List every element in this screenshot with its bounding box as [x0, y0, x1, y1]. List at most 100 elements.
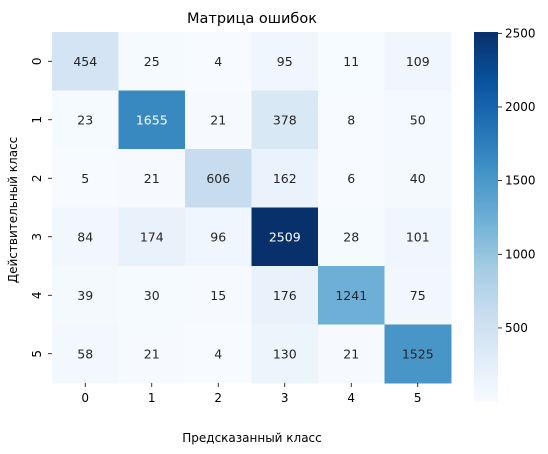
colorbar-tick-label-4: 2500 [505, 26, 536, 40]
cell-value-label-3-5: 101 [406, 229, 430, 244]
colorbar-segment-1 [474, 394, 498, 399]
colorbar-segment-88 [474, 127, 498, 131]
colorbar-segment-87 [474, 130, 498, 135]
y-tick-label-5: 5 [30, 350, 44, 358]
colorbar-segment-9 [474, 370, 498, 374]
heatmap-cell-2-4 [318, 149, 385, 208]
y-tick-label-2: 2 [30, 174, 44, 182]
colorbar-segment-44 [474, 262, 498, 267]
colorbar-segment-92 [474, 115, 498, 119]
colorbar-segment-97 [474, 99, 498, 104]
heatmap-cell-5-5 [384, 324, 452, 384]
colorbar-segment-0 [474, 397, 498, 402]
cell-value-label-4-3: 176 [273, 288, 297, 303]
colorbar-segment-31 [474, 302, 498, 307]
colorbar-segment-10 [474, 367, 498, 371]
heatmap-cell-3-2 [185, 207, 252, 267]
colorbar-segment-70 [474, 182, 498, 187]
colorbar-segment-62 [474, 207, 498, 211]
heatmap-cell-3-3 [251, 207, 319, 267]
colorbar-tick-label-0: 500 [505, 321, 528, 335]
colorbar-segment-77 [474, 161, 498, 165]
cell-value-label-1-4: 8 [347, 112, 355, 127]
x-axis-label: Предсказанный класс [182, 431, 322, 445]
colorbar-segment-51 [474, 241, 498, 245]
colorbar-segment-103 [474, 81, 498, 85]
chart-title: Матрица ошибок [187, 11, 317, 27]
heatmap-cell-0-3 [251, 32, 319, 91]
heatmap-cell-0-2 [185, 32, 252, 91]
colorbar-segment-85 [474, 136, 498, 141]
heatmap-cell-1-5 [384, 90, 452, 150]
cell-value-label-0-3: 95 [277, 54, 293, 69]
x-tick-label-2: 2 [214, 391, 222, 405]
colorbar-segment-45 [474, 259, 498, 264]
colorbar-segment-34 [474, 293, 498, 298]
colorbar-segment-8 [474, 373, 498, 377]
colorbar-segment-5 [474, 382, 498, 387]
heatmap-cell-0-4 [318, 32, 385, 91]
colorbar-segment-6 [474, 379, 498, 384]
colorbar-segment-16 [474, 348, 498, 353]
colorbar-segment-98 [474, 96, 498, 101]
colorbar-segment-12 [474, 361, 498, 365]
colorbar-segment-28 [474, 311, 498, 316]
heatmap-cell-5-3 [251, 324, 319, 384]
colorbar-segment-29 [474, 308, 498, 313]
y-tick-label-1: 1 [30, 116, 44, 124]
colorbar-segment-46 [474, 256, 498, 261]
colorbar-segment-68 [474, 188, 498, 193]
colorbar-segment-49 [474, 247, 498, 251]
colorbar-segment-74 [474, 170, 498, 175]
colorbar-segment-113 [474, 50, 498, 55]
colorbar-segment-107 [474, 68, 498, 73]
colorbar-segment-66 [474, 194, 498, 199]
colorbar-segment-82 [474, 145, 498, 150]
cell-value-label-2-2: 606 [206, 171, 230, 186]
cell-value-label-3-0: 84 [77, 229, 93, 244]
cell-value-label-2-4: 6 [347, 171, 355, 186]
heatmap-cell-2-1 [118, 149, 186, 208]
x-tick-label-5: 5 [414, 391, 422, 405]
heatmap-cell-5-4 [318, 324, 385, 384]
y-tick-label-0: 0 [30, 57, 44, 65]
heatmap-cell-3-4 [318, 207, 385, 267]
heatmap-cell-1-3 [251, 90, 319, 150]
colorbar-segment-89 [474, 124, 498, 128]
heatmap-cell-1-4 [318, 90, 385, 150]
colorbar-segment-19 [474, 339, 498, 344]
colorbar-segment-63 [474, 204, 498, 208]
cell-value-label-5-3: 130 [273, 346, 297, 361]
colorbar-segment-54 [474, 231, 498, 236]
colorbar-segment-116 [474, 41, 498, 45]
colorbar-segment-15 [474, 351, 498, 356]
x-tick-label-1: 1 [148, 391, 156, 405]
colorbar: 500 1000 1500 2000 2500 [474, 26, 536, 402]
colorbar-segment-52 [474, 238, 498, 242]
cell-value-label-1-5: 50 [410, 112, 426, 127]
colorbar-segment-96 [474, 102, 498, 107]
colorbar-segment-37 [474, 284, 498, 288]
cell-value-label-3-2: 96 [210, 229, 226, 244]
colorbar-segment-83 [474, 142, 498, 147]
colorbar-segment-40 [474, 274, 498, 279]
colorbar-segment-11 [474, 364, 498, 368]
heatmap-cell-4-5 [384, 266, 452, 325]
colorbar-segment-100 [474, 90, 498, 95]
colorbar-segment-57 [474, 222, 498, 227]
colorbar-segment-91 [474, 118, 498, 122]
colorbar-segment-47 [474, 253, 498, 258]
colorbar-segment-75 [474, 167, 498, 171]
colorbar-segment-111 [474, 56, 498, 61]
colorbar-segment-20 [474, 336, 498, 341]
heatmap-cell-5-1 [118, 324, 186, 384]
colorbar-segment-4 [474, 385, 498, 390]
colorbar-segment-115 [474, 44, 498, 48]
heatmap-cell-2-0 [52, 149, 119, 208]
colorbar-segment-7 [474, 376, 498, 381]
colorbar-segment-95 [474, 105, 498, 110]
heatmap-cell-1-0 [52, 90, 119, 150]
colorbar-segment-108 [474, 65, 498, 70]
cell-value-label-5-5: 1525 [402, 346, 434, 361]
heatmap-cell-1-2 [185, 90, 252, 150]
